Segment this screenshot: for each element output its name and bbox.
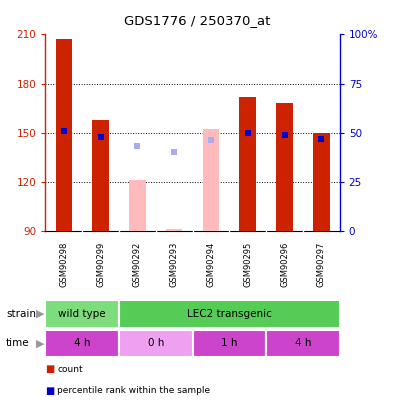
Text: LEC2 transgenic: LEC2 transgenic — [187, 309, 272, 319]
Bar — [45, 330, 119, 357]
Text: ■: ■ — [45, 364, 55, 374]
Bar — [266, 330, 340, 357]
Text: 4 h: 4 h — [74, 339, 90, 348]
Bar — [45, 300, 119, 328]
Bar — [313, 133, 329, 231]
Bar — [119, 330, 193, 357]
Text: GSM90298: GSM90298 — [59, 241, 68, 287]
Text: ▶: ▶ — [36, 309, 45, 319]
Bar — [239, 97, 256, 231]
Text: time: time — [6, 339, 30, 348]
Bar — [166, 229, 182, 231]
Text: GSM90293: GSM90293 — [170, 241, 179, 287]
Bar — [119, 300, 340, 328]
Bar — [276, 103, 293, 231]
Bar — [193, 330, 266, 357]
Text: 1 h: 1 h — [221, 339, 238, 348]
Text: GSM90294: GSM90294 — [207, 242, 215, 287]
Text: 0 h: 0 h — [148, 339, 164, 348]
Bar — [129, 180, 146, 231]
Text: GSM90297: GSM90297 — [317, 241, 326, 287]
Text: ▶: ▶ — [36, 339, 45, 348]
Text: strain: strain — [6, 309, 36, 319]
Text: GSM90296: GSM90296 — [280, 241, 289, 287]
Bar — [203, 129, 219, 231]
Text: percentile rank within the sample: percentile rank within the sample — [57, 386, 211, 395]
Text: wild type: wild type — [58, 309, 106, 319]
Text: GDS1776 / 250370_at: GDS1776 / 250370_at — [124, 14, 271, 27]
Text: GSM90295: GSM90295 — [243, 242, 252, 287]
Text: ■: ■ — [45, 386, 55, 396]
Text: GSM90292: GSM90292 — [133, 242, 142, 287]
Bar — [92, 119, 109, 231]
Text: GSM90299: GSM90299 — [96, 242, 105, 287]
Text: 4 h: 4 h — [295, 339, 311, 348]
Text: count: count — [57, 365, 83, 374]
Bar — [56, 39, 72, 231]
